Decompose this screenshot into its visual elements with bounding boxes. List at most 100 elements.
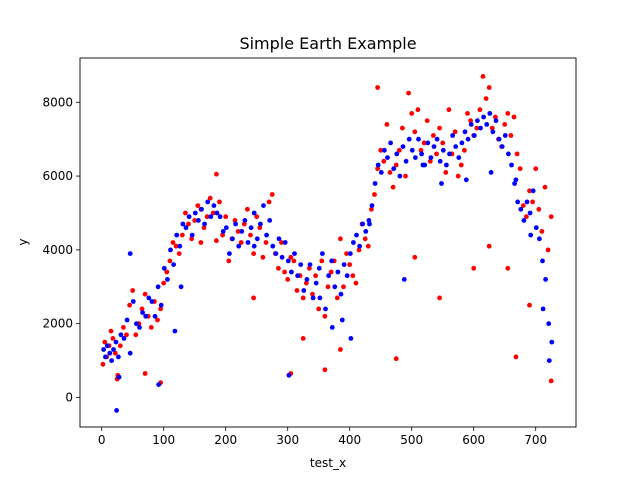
scatter-point xyxy=(468,118,473,124)
scatter-point xyxy=(177,243,183,249)
scatter-point xyxy=(369,206,374,212)
scatter-point xyxy=(217,214,223,220)
scatter-point xyxy=(300,295,306,301)
scatter-point xyxy=(360,221,366,227)
scatter-point xyxy=(456,155,462,161)
scatter-point xyxy=(420,162,426,168)
scatter-point xyxy=(251,295,256,301)
scatter-point xyxy=(396,147,402,153)
x-tick-label: 500 xyxy=(400,433,423,447)
scatter-point xyxy=(539,229,545,234)
scatter-point xyxy=(329,325,335,330)
scatter-point xyxy=(107,350,113,356)
scatter-point xyxy=(210,210,216,216)
scatter-point xyxy=(512,181,517,186)
scatter-point xyxy=(148,325,154,330)
scatter-point xyxy=(208,214,214,220)
scatter-point xyxy=(127,302,132,308)
scatter-point xyxy=(183,210,188,216)
scatter-point xyxy=(205,199,211,205)
scatter-point xyxy=(139,306,145,312)
scatter-point xyxy=(270,243,276,249)
scatter-point xyxy=(211,203,217,209)
scatter-point xyxy=(440,147,446,153)
scatter-point xyxy=(285,258,291,264)
scatter-point xyxy=(384,122,390,127)
scatter-point xyxy=(245,206,250,212)
scatter-point xyxy=(505,111,511,116)
scatter-point xyxy=(471,133,477,138)
scatter-point xyxy=(301,288,307,293)
scatter-point xyxy=(285,277,291,282)
scatter-point xyxy=(434,151,439,157)
scatter-point xyxy=(527,188,532,194)
scatter-point xyxy=(117,343,123,349)
scatter-point xyxy=(375,162,381,168)
scatter-point xyxy=(257,225,263,231)
scatter-point xyxy=(289,269,294,275)
scatter-point xyxy=(292,251,297,256)
scatter-point xyxy=(137,325,142,330)
scatter-point xyxy=(403,158,409,164)
scatter-point xyxy=(439,181,444,186)
scatter-point xyxy=(549,339,555,345)
scatter-point xyxy=(339,317,345,323)
scatter-point xyxy=(217,199,222,205)
scatter-point xyxy=(381,158,387,164)
scatter-point xyxy=(320,251,325,256)
scatter-point xyxy=(344,273,350,279)
scatter-point xyxy=(124,332,129,338)
scatter-point xyxy=(400,144,406,150)
scatter-point xyxy=(452,129,458,135)
scatter-point xyxy=(375,166,380,172)
scatter-point xyxy=(142,371,148,376)
scatter-point xyxy=(506,151,511,157)
scatter-point xyxy=(530,188,536,194)
scatter-point xyxy=(127,251,133,256)
scatter-point xyxy=(413,155,418,161)
scatter-point xyxy=(294,288,300,293)
scatter-point xyxy=(357,243,362,249)
scatter-point xyxy=(238,240,244,245)
scatter-point xyxy=(223,225,229,231)
x-tick-label: 200 xyxy=(214,433,237,447)
scatter-point xyxy=(226,258,232,264)
scatter-point xyxy=(282,240,288,245)
scatter-point xyxy=(165,277,170,282)
scatter-point xyxy=(220,229,226,234)
x-tick-label: 600 xyxy=(462,433,485,447)
scatter-point xyxy=(118,332,124,338)
scatter-point xyxy=(341,262,347,267)
scatter-point xyxy=(428,155,434,161)
ticks-layer: 0 100 200 300 400 500 600 700 0 2000 4000 6000 8000 xyxy=(42,95,547,447)
scatter-point xyxy=(267,218,273,223)
y-tick-label: 8000 xyxy=(42,95,73,109)
y-tick-label: 6000 xyxy=(42,169,73,183)
scatter-point xyxy=(543,277,548,282)
scatter-point xyxy=(310,291,315,297)
scatter-point xyxy=(453,144,459,150)
scatter-point xyxy=(276,265,281,271)
scatter-point xyxy=(440,140,446,146)
scatter-point xyxy=(279,240,284,245)
scatter-point xyxy=(295,273,300,279)
scatter-point xyxy=(149,299,155,304)
scatter-point xyxy=(245,240,251,245)
scatter-point xyxy=(520,203,526,209)
scatter-point xyxy=(179,232,185,238)
scatter-point xyxy=(313,273,318,279)
scatter-point xyxy=(251,210,257,216)
scatter-point xyxy=(338,347,343,352)
scatter-point xyxy=(533,166,539,172)
scatter-point xyxy=(251,251,256,256)
scatter-point xyxy=(104,343,110,349)
scatter-point xyxy=(121,325,126,330)
scatter-point xyxy=(133,332,139,338)
scatter-point xyxy=(458,162,464,168)
scatter-point xyxy=(111,347,116,352)
scatter-point xyxy=(248,232,253,238)
scatter-point xyxy=(524,199,530,205)
scatter-point xyxy=(477,107,483,113)
scatter-point xyxy=(269,192,275,197)
